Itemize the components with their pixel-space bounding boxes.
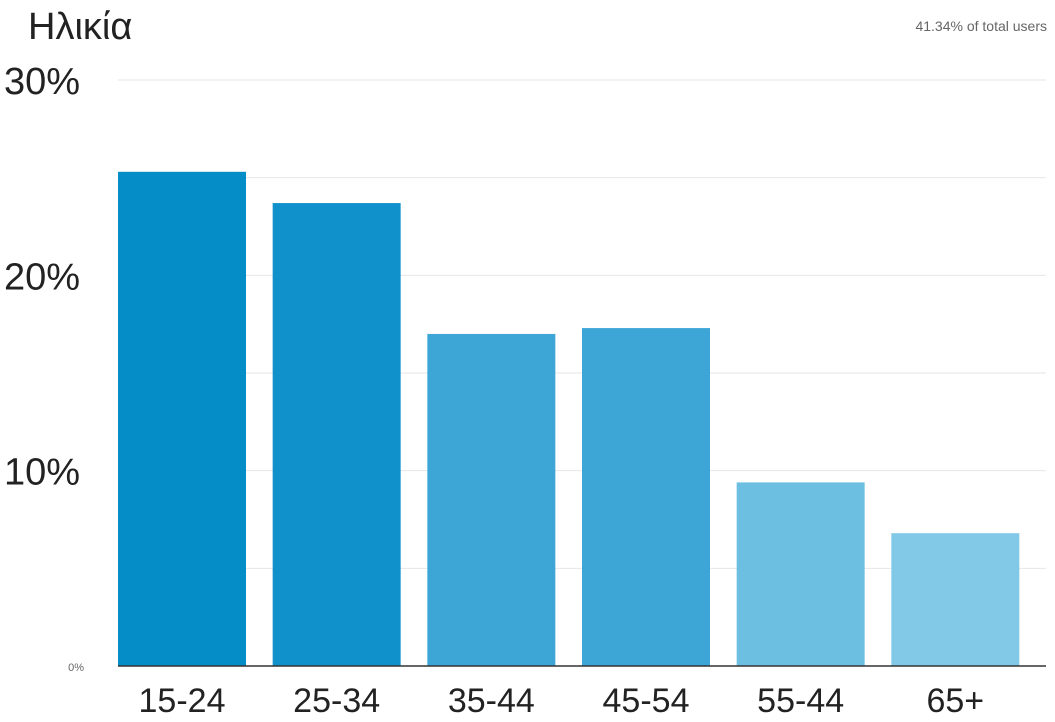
bar-65+ bbox=[891, 533, 1020, 666]
bar-55-44 bbox=[736, 482, 865, 666]
x-tick-label: 15-24 bbox=[139, 682, 226, 717]
bar-45-54 bbox=[582, 328, 710, 666]
y-tick-label: 0% bbox=[68, 662, 84, 674]
bar-35-44 bbox=[427, 333, 556, 666]
y-tick-label: 10% bbox=[4, 452, 80, 494]
x-tick-label: 65+ bbox=[926, 682, 984, 717]
x-tick-label: 25-34 bbox=[293, 682, 380, 717]
x-tick-label: 55-44 bbox=[757, 682, 844, 717]
x-tick-label: 45-54 bbox=[603, 682, 690, 717]
chart-subtitle: 41.34% of total users bbox=[915, 18, 1047, 34]
x-tick-label: 35-44 bbox=[448, 682, 535, 717]
y-tick-label: 20% bbox=[4, 256, 80, 298]
bar-25-34 bbox=[272, 203, 401, 666]
chart-title: Ηλικία bbox=[28, 6, 133, 48]
bar-15-24 bbox=[118, 171, 246, 666]
y-tick-label: 30% bbox=[4, 61, 80, 103]
